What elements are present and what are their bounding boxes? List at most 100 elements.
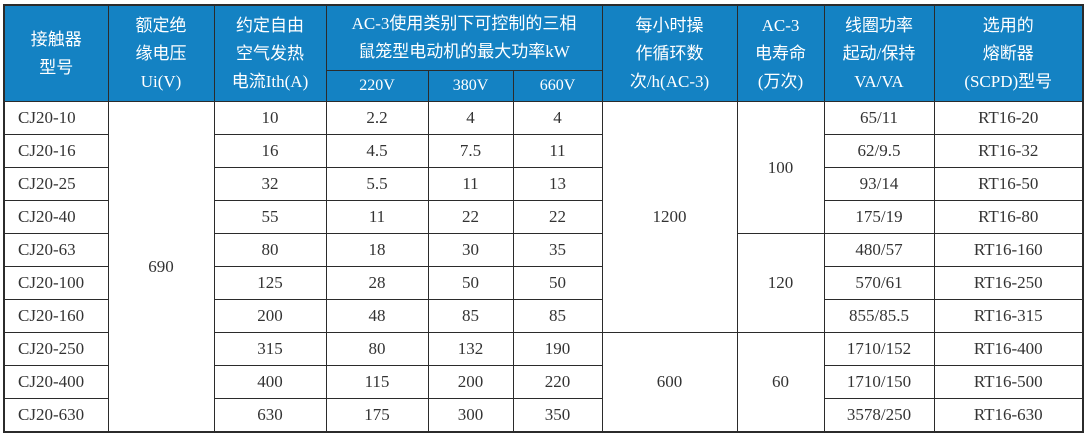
cell-p220: 80 (325, 332, 429, 366)
cell-ith: 400 (213, 365, 327, 399)
cell-coil: 480/57 (823, 233, 935, 267)
header-insulation-voltage: 额定绝 缘电压 Ui(V) (107, 4, 215, 102)
cell-cycles-600: 600 (601, 332, 738, 433)
cell-fuse: RT16-160 (933, 233, 1084, 267)
cell-p220: 175 (325, 398, 429, 433)
header-thermal-current: 约定自由 空气发热 电流Ith(A) (213, 4, 327, 102)
cell-p220: 28 (325, 266, 429, 300)
cell-ith: 55 (213, 200, 327, 234)
header-model: 接触器 型号 (3, 4, 109, 102)
cell-model: CJ20-25 (3, 167, 109, 201)
spec-table: 接触器 型号 额定绝 缘电压 Ui(V) 约定自由 空气发热 电流Ith(A) … (3, 4, 1084, 433)
cell-model: CJ20-400 (3, 365, 109, 399)
header-cycles: 每小时操 作循环数 次/h(AC-3) (601, 4, 738, 102)
cell-model: CJ20-250 (3, 332, 109, 366)
cell-ith: 16 (213, 134, 327, 168)
table-row: CJ20-630 630 175 300 350 3578/250 RT16-6… (3, 398, 1084, 433)
cell-model: CJ20-100 (3, 266, 109, 300)
cell-coil: 570/61 (823, 266, 935, 300)
cell-fuse: RT16-630 (933, 398, 1084, 433)
cell-p660: 85 (512, 299, 603, 333)
cell-p380: 4 (427, 101, 514, 135)
cell-p380: 30 (427, 233, 514, 267)
cell-p220: 115 (325, 365, 429, 399)
cell-p380: 11 (427, 167, 514, 201)
header-row-main: 接触器 型号 额定绝 缘电压 Ui(V) 约定自由 空气发热 电流Ith(A) … (3, 4, 1084, 102)
cell-ith: 125 (213, 266, 327, 300)
cell-ith: 80 (213, 233, 327, 267)
cell-coil: 93/14 (823, 167, 935, 201)
cell-p660: 220 (512, 365, 603, 399)
cell-p660: 35 (512, 233, 603, 267)
cell-fuse: RT16-250 (933, 266, 1084, 300)
header-fuse: 选用的 熔断器 (SCPD)型号 (933, 4, 1084, 102)
cell-p380: 132 (427, 332, 514, 366)
cell-fuse: RT16-400 (933, 332, 1084, 366)
table-row: CJ20-100 125 28 50 50 570/61 RT16-250 (3, 266, 1084, 300)
cell-fuse: RT16-50 (933, 167, 1084, 201)
cell-p220: 5.5 (325, 167, 429, 201)
cell-p380: 22 (427, 200, 514, 234)
cell-coil: 1710/150 (823, 365, 935, 399)
cell-ith: 315 (213, 332, 327, 366)
table-row: CJ20-40 55 11 22 22 175/19 RT16-80 (3, 200, 1084, 234)
cell-p660: 190 (512, 332, 603, 366)
cell-p380: 200 (427, 365, 514, 399)
cell-model: CJ20-40 (3, 200, 109, 234)
cell-p220: 11 (325, 200, 429, 234)
cell-p220: 2.2 (325, 101, 429, 135)
cell-fuse: RT16-32 (933, 134, 1084, 168)
cell-coil: 65/11 (823, 101, 935, 135)
table-row: CJ20-250 315 80 132 190 600 60 1710/152 … (3, 332, 1084, 433)
cell-life-60: 60 (736, 332, 825, 433)
cell-fuse: RT16-80 (933, 200, 1084, 234)
cell-p380: 50 (427, 266, 514, 300)
cell-insulation-voltage: 690 (107, 101, 215, 433)
table-row: CJ20-16 16 4.5 7.5 11 62/9.5 RT16-32 (3, 134, 1084, 168)
cell-coil: 175/19 (823, 200, 935, 234)
header-coil-power: 线圈功率 起动/保持 VA/VA (823, 4, 935, 102)
cell-p660: 11 (512, 134, 603, 168)
header-ac3-power: AC-3使用类别下可控制的三相 鼠笼型电动机的最大功率kW (325, 4, 603, 71)
header-220v: 220V (325, 70, 429, 102)
cell-p660: 350 (512, 398, 603, 433)
cell-p660: 4 (512, 101, 603, 135)
cell-ith: 630 (213, 398, 327, 433)
cell-fuse: RT16-20 (933, 101, 1084, 135)
cell-ith: 10 (213, 101, 327, 135)
cell-model: CJ20-160 (3, 299, 109, 333)
cell-p660: 50 (512, 266, 603, 300)
cell-life-100: 100 (736, 101, 825, 234)
table-body: CJ20-10 690 10 2.2 4 4 1200 100 65/11 RT… (3, 101, 1084, 433)
header-life: AC-3 电寿命 (万次) (736, 4, 825, 102)
cell-p220: 4.5 (325, 134, 429, 168)
cell-coil: 855/85.5 (823, 299, 935, 333)
header-380v: 380V (427, 70, 514, 102)
cell-p660: 22 (512, 200, 603, 234)
cell-model: CJ20-630 (3, 398, 109, 433)
cell-model: CJ20-63 (3, 233, 109, 267)
header-row-sub: 220V 380V 660V (4, 70, 1083, 102)
cell-coil: 3578/250 (823, 398, 935, 433)
cell-fuse: RT16-315 (933, 299, 1084, 333)
table-row: CJ20-25 32 5.5 11 13 93/14 RT16-50 (3, 167, 1084, 201)
cell-coil: 62/9.5 (823, 134, 935, 168)
cell-life-120: 120 (736, 233, 825, 333)
cell-p220: 48 (325, 299, 429, 333)
table-header: 接触器 型号 额定绝 缘电压 Ui(V) 约定自由 空气发热 电流Ith(A) … (3, 4, 1084, 102)
table-row: CJ20-400 400 115 200 220 1710/150 RT16-5… (3, 365, 1084, 399)
cell-model: CJ20-16 (3, 134, 109, 168)
cell-model: CJ20-10 (3, 101, 109, 135)
cell-ith: 200 (213, 299, 327, 333)
cell-p660: 13 (512, 167, 603, 201)
cell-ith: 32 (213, 167, 327, 201)
table-row: CJ20-10 690 10 2.2 4 4 1200 100 65/11 RT… (3, 101, 1084, 433)
cell-coil: 1710/152 (823, 332, 935, 366)
header-660v: 660V (512, 70, 603, 102)
cell-p380: 300 (427, 398, 514, 433)
cell-p380: 7.5 (427, 134, 514, 168)
cell-p380: 85 (427, 299, 514, 333)
cell-fuse: RT16-500 (933, 365, 1084, 399)
cell-p220: 18 (325, 233, 429, 267)
cell-cycles-1200: 1200 (601, 101, 738, 333)
